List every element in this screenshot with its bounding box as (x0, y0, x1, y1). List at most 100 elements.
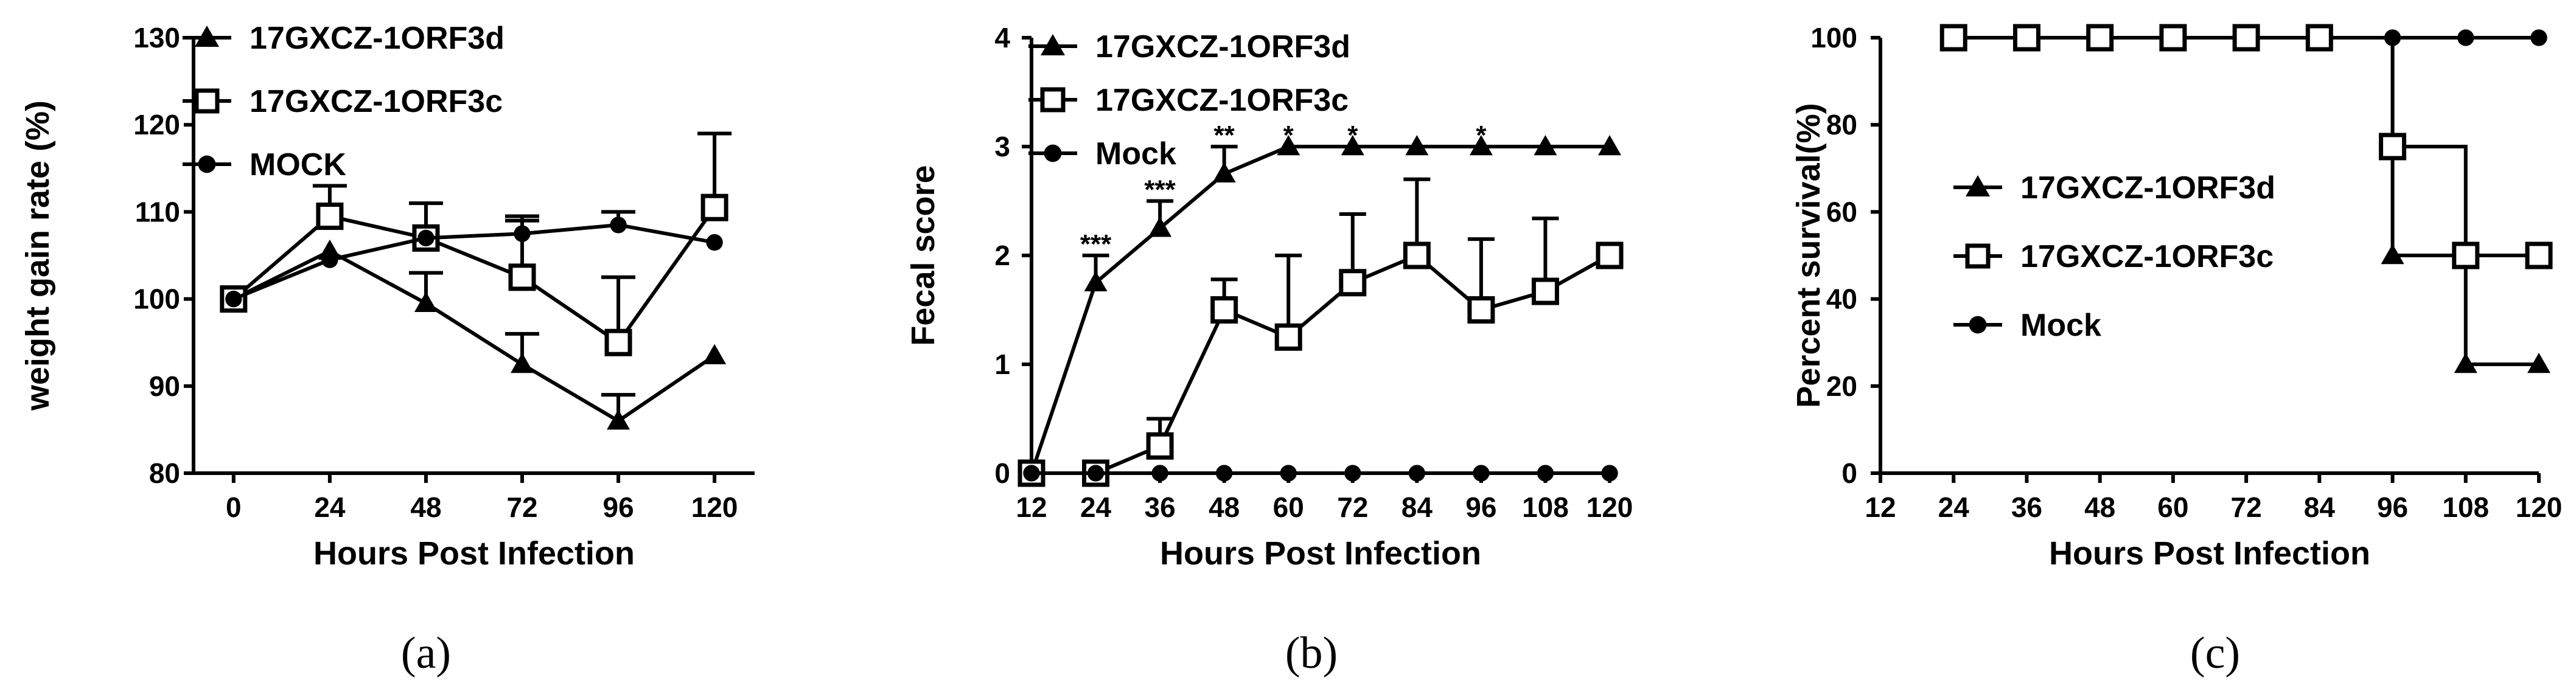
series-line (232, 249, 716, 423)
x-tick-label: 0 (226, 491, 242, 523)
legend-marker (1965, 243, 1991, 269)
legend-marker (1040, 87, 1066, 113)
data-point (700, 193, 728, 221)
y-tick-label: 120 (133, 109, 180, 140)
data-point (1534, 135, 1557, 156)
data-point (1537, 465, 1554, 482)
legend-label: 17GXCZ-1ORF3c (1095, 83, 1349, 118)
chart-panel-1: 80 90 100 110 120 130 0 24 48 72 96 120 Hours Post I… (19, 21, 755, 678)
data-point (2012, 24, 2040, 52)
x-tick-label: 108 (2442, 491, 2489, 523)
y-tick-label: 2 (994, 240, 1010, 271)
data-point (1405, 135, 1429, 156)
series-circle (1023, 465, 1618, 482)
data-point (1151, 465, 1168, 482)
data-point (1277, 135, 1300, 156)
legend-label: 17GXCZ-1ORF3c (2020, 239, 2274, 274)
y-tick-label: 60 (1826, 196, 1857, 227)
x-tick-label: 48 (1209, 491, 1240, 523)
data-point (1146, 432, 1174, 460)
x-tick-label: 72 (506, 491, 537, 523)
data-point (2525, 241, 2553, 269)
x-tick-label: 84 (2304, 491, 2336, 523)
data-point (2305, 24, 2333, 52)
data-point (1408, 465, 1426, 482)
y-axis-label: Percent survival(%) (1790, 103, 1827, 407)
data-point (417, 229, 435, 247)
data-point (1084, 271, 1108, 291)
legend-label: 17GXCZ-1ORF3c (250, 84, 503, 119)
series-triangle (1020, 135, 1621, 482)
y-tick-label: 4 (994, 22, 1010, 54)
y-tick-label: 130 (133, 22, 180, 54)
y-tick-label: 80 (1826, 109, 1857, 140)
data-point (607, 409, 630, 430)
y-tick-label: 0 (994, 457, 1010, 489)
x-tick-label: 12 (1865, 491, 1896, 523)
y-tick-label: 100 (1810, 22, 1857, 54)
data-point (2232, 24, 2260, 52)
x-axis-label: Hours Post Infection (1160, 535, 1481, 572)
data-point (1274, 323, 1302, 351)
data-point (1598, 135, 1621, 156)
data-point (1531, 277, 1559, 305)
y-axis-label: Fecal score (905, 165, 941, 345)
data-point (316, 203, 344, 231)
x-axis-label: Hours Post Infection (2049, 535, 2370, 572)
significance-label: *** (1144, 175, 1176, 205)
x-tick-label: 12 (1016, 491, 1047, 523)
series-triangle (222, 239, 727, 430)
series-line (1031, 253, 1611, 475)
x-tick-label: 108 (1522, 491, 1569, 523)
data-point (321, 251, 338, 268)
data-point (1087, 465, 1105, 482)
legend-marker (1969, 316, 1987, 334)
data-point (703, 344, 727, 364)
x-axis-label: Hours Post Infection (313, 535, 635, 572)
series-circle (225, 210, 723, 308)
legend-label: 17GXCZ-1ORF3d (1095, 29, 1350, 64)
data-point (1469, 135, 1493, 156)
x-tick-label: 72 (2231, 491, 2262, 523)
data-point (1596, 241, 1624, 269)
legend-label: 17GXCZ-1ORF3d (250, 21, 504, 56)
significance-label: *** (1080, 229, 1112, 259)
data-point (1339, 269, 1367, 297)
x-tick-label: 96 (602, 491, 634, 523)
data-point (2086, 24, 2114, 52)
x-tick-label: 48 (410, 491, 441, 523)
legend-label: 17GXCZ-1ORF3d (2020, 170, 2275, 206)
x-tick-label: 24 (314, 491, 346, 523)
data-point (225, 290, 242, 308)
panel-label: (b) (1285, 628, 1338, 678)
x-tick-label: 48 (2084, 491, 2115, 523)
data-point (514, 225, 531, 242)
series-line (1953, 36, 2539, 257)
data-point (706, 234, 723, 251)
data-point (1215, 465, 1233, 482)
y-tick-label: 20 (1826, 370, 1857, 402)
chart-panel-3: 0 20 40 60 80 100 12 24 36 48 60 72 84 96 108 120 Hours … (1790, 22, 2562, 678)
data-point (1280, 465, 1297, 482)
y-tick-label: 90 (149, 370, 180, 402)
x-tick-label: 60 (2157, 491, 2188, 523)
data-point (1473, 465, 1490, 482)
data-point (2384, 29, 2401, 46)
panel-label: (c) (2190, 628, 2240, 678)
legend-marker (1966, 175, 1990, 196)
y-tick-label: 80 (149, 457, 180, 489)
legend-marker (1044, 144, 1062, 162)
y-tick-label: 40 (1826, 283, 1857, 315)
data-point (1212, 162, 1236, 182)
x-tick-label: 120 (691, 491, 738, 523)
series-line (232, 206, 716, 345)
x-tick-label: 84 (1401, 491, 1433, 523)
panel-label: (a) (401, 628, 451, 678)
data-point (508, 263, 536, 291)
y-tick-label: 0 (1841, 457, 1857, 489)
x-tick-label: 120 (2516, 491, 2563, 523)
legend-marker (198, 155, 216, 173)
significance-label: * (1347, 120, 1358, 150)
